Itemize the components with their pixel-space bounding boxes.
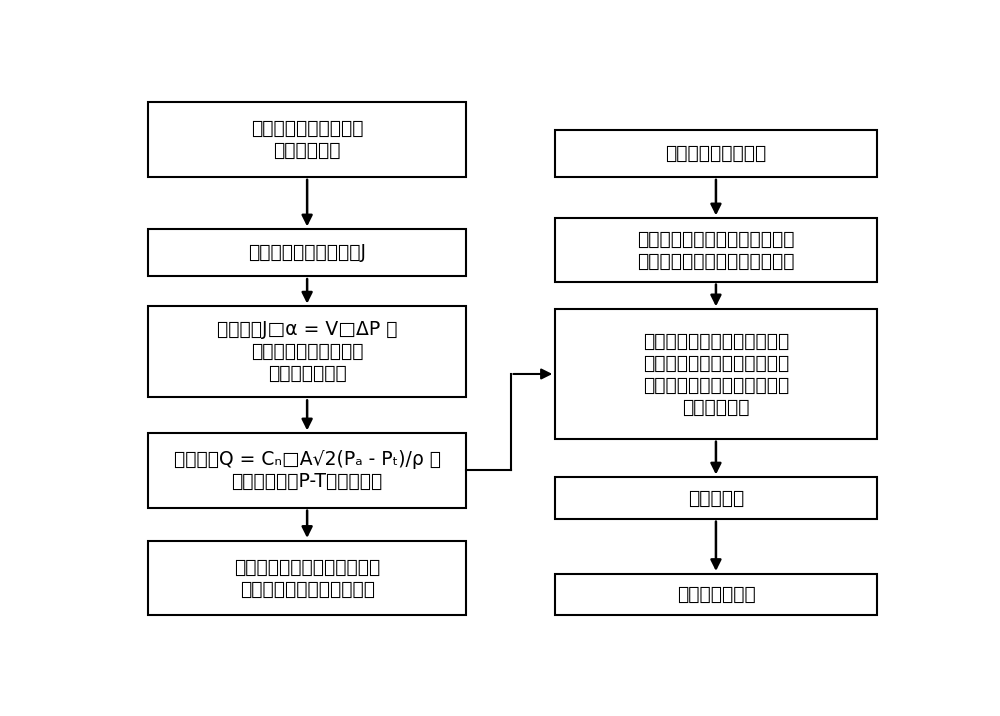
Text: 比例减压阀: 比例减压阀 xyxy=(688,488,744,508)
FancyBboxPatch shape xyxy=(148,102,466,177)
Text: 主阀芯先导端口: 主阀芯先导端口 xyxy=(677,585,755,604)
FancyBboxPatch shape xyxy=(148,229,466,276)
Text: 根据公式Q = Cₙ□A√2(Pₐ - Pₜ)/ρ 计
算出此压力下P-T阀口的开度: 根据公式Q = Cₙ□A√2(Pₐ - Pₜ)/ρ 计 算出此压力下P-T阀口的… xyxy=(174,450,441,491)
FancyBboxPatch shape xyxy=(555,478,877,518)
FancyBboxPatch shape xyxy=(555,574,877,615)
FancyBboxPatch shape xyxy=(148,541,466,615)
Text: 当输出到开度值对应的电流信
号时，进行定值延时，定值延
时结束后按照之前存储的电流
轨迹进行运动: 当输出到开度值对应的电流信 号时，进行定值延时，定值延 时结束后按照之前存储的电… xyxy=(643,332,789,417)
Text: 提取控制器中负载、角
度、臂长参数: 提取控制器中负载、角 度、臂长参数 xyxy=(251,119,363,160)
Text: 回转先导电手柄动作: 回转先导电手柄动作 xyxy=(665,144,767,163)
FancyBboxPatch shape xyxy=(555,309,877,439)
FancyBboxPatch shape xyxy=(555,130,877,177)
Text: 在控制器中将此阀口开度信号
值转化为对应的电流信号值: 在控制器中将此阀口开度信号 值转化为对应的电流信号值 xyxy=(234,558,380,599)
Text: 控制器中计算转动惯量J: 控制器中计算转动惯量J xyxy=(248,243,366,262)
FancyBboxPatch shape xyxy=(555,218,877,281)
FancyBboxPatch shape xyxy=(148,433,466,508)
FancyBboxPatch shape xyxy=(148,306,466,397)
Text: 控制器将手柄电压信号转化为电
流信号，储存在控制器中并释放: 控制器将手柄电压信号转化为电 流信号，储存在控制器中并释放 xyxy=(637,229,795,271)
Text: 根据公式J□α = V□ΔP 计
算出克服负载阻力矩所
需马达进口压力: 根据公式J□α = V□ΔP 计 算出克服负载阻力矩所 需马达进口压力 xyxy=(217,321,397,384)
